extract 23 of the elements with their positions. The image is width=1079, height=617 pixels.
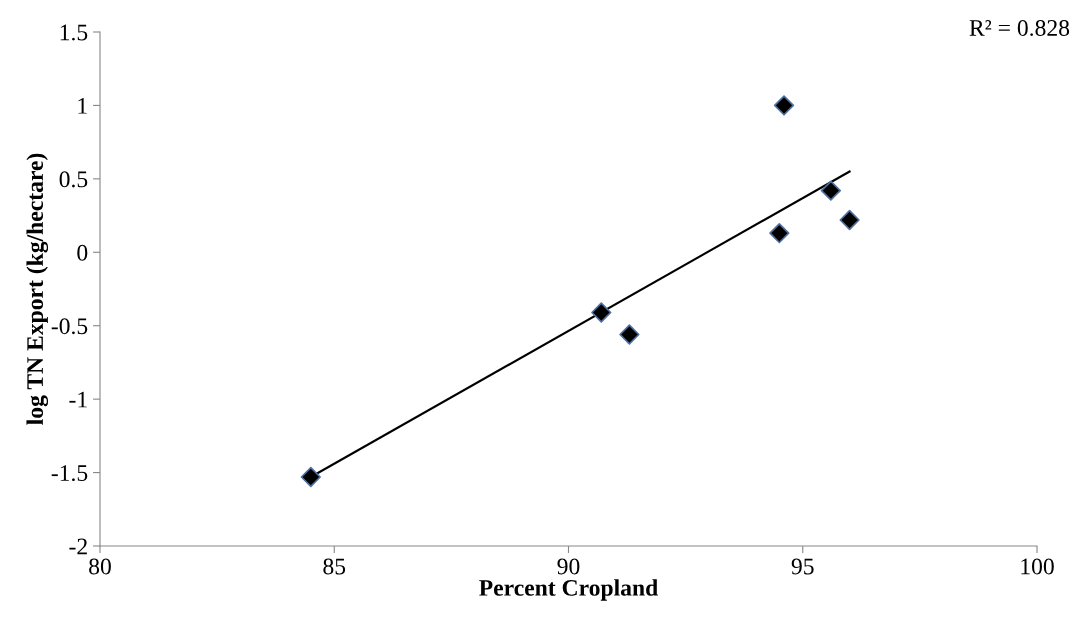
point — [769, 223, 790, 244]
point — [773, 95, 795, 116]
point — [619, 324, 640, 345]
y-tick-label: 1.5 — [60, 24, 88, 41]
y-tick-label: 0.5 — [59, 171, 88, 188]
annotation: R² = 0.828 — [969, 19, 1070, 37]
y-tick-label: -1.5 — [51, 465, 88, 482]
y-tick-label: -1 — [69, 391, 87, 408]
x-tick-label: 90 — [557, 558, 580, 575]
y-tick-label: 1 — [78, 98, 87, 114]
point — [820, 180, 842, 201]
x-tick-label: 80 — [89, 558, 111, 575]
y-tick-label: 0 — [77, 244, 88, 261]
x-tick-label: 85 — [323, 558, 346, 575]
point — [300, 466, 321, 488]
y-tick-label: -2 — [69, 538, 87, 555]
point — [591, 302, 612, 323]
x-tick-label: 95 — [791, 558, 814, 575]
x-tick-label: 100 — [1021, 558, 1054, 575]
y-axis-title: log TN Export (kg/hectare) — [26, 153, 49, 425]
y-tick-label: -0.5 — [51, 318, 88, 335]
x-axis-title: Percent Cropland — [479, 579, 658, 601]
point — [839, 209, 860, 231]
